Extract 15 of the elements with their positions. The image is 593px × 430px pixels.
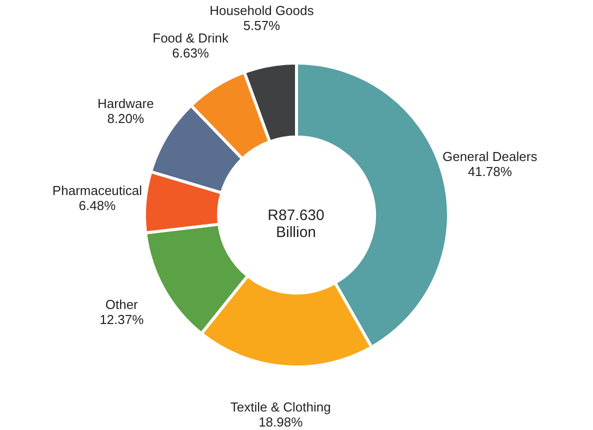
slice-label: Hardware: [97, 96, 154, 112]
text: R87.630 Billion: [268, 207, 324, 241]
slice-label: General Dealers: [442, 148, 538, 164]
slice-label: Food & Drink: [152, 30, 229, 46]
data-label: 41.78%: [468, 164, 512, 179]
slice-label: Household Goods: [210, 3, 314, 18]
data-label: 8.20%: [107, 111, 145, 126]
slice-label: Pharmaceutical: [52, 182, 142, 198]
data-label: 6.63%: [172, 45, 210, 60]
data-label: 5.57%: [243, 18, 281, 34]
data-label: 6.48%: [78, 198, 116, 213]
slice-label: Other: [105, 297, 139, 312]
slice-label: Textile & Clothing: [230, 399, 331, 414]
data-label: 18.98%: [258, 414, 304, 430]
data-label: 12.37%: [100, 312, 144, 328]
